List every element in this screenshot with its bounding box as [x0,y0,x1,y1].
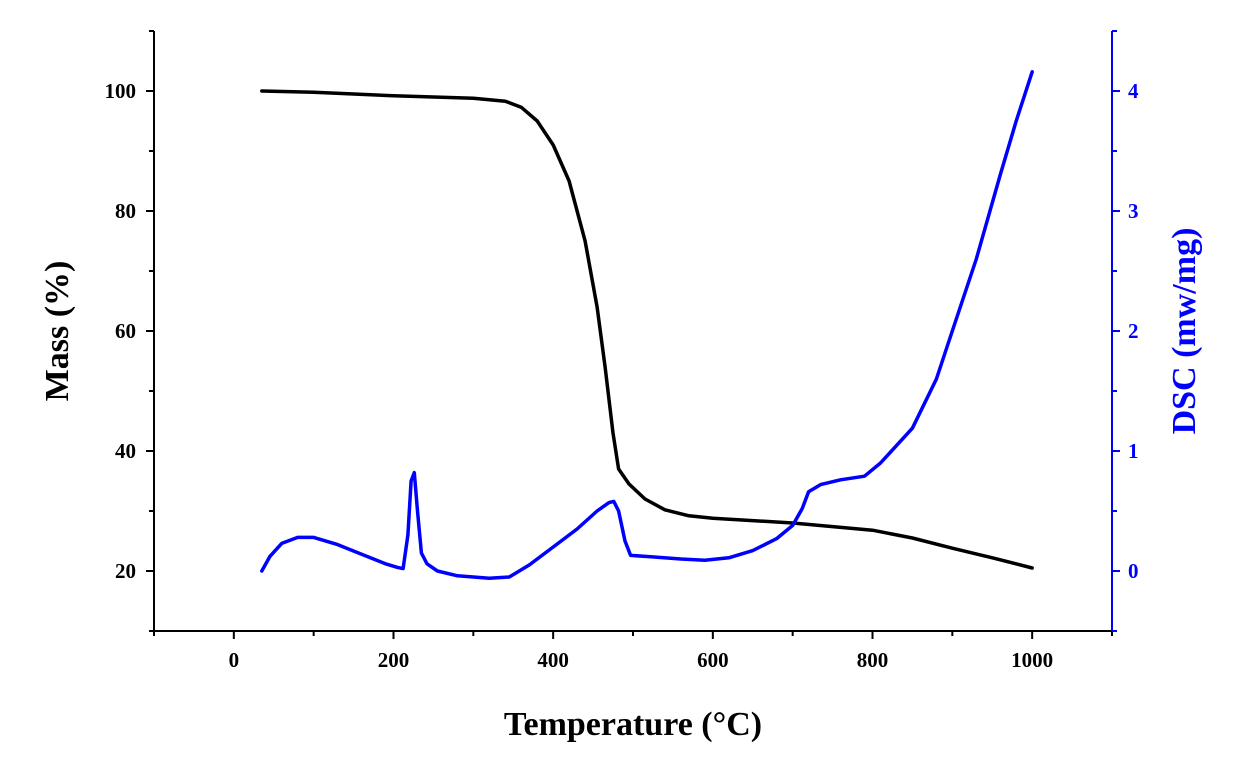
y-left-tick-label: 100 [105,79,137,103]
y-right-tick-label: 3 [1128,199,1139,223]
x-tick-label: 200 [378,648,410,672]
series-layer [260,70,1034,580]
y-left-tick-label: 20 [115,559,136,583]
y-left-tick-label: 60 [115,319,136,343]
x-tick-label: 0 [229,648,240,672]
y-right-axis-label: DSC (mw/mg) [1166,228,1203,435]
x-tick-label: 600 [697,648,729,672]
series-dsc-line [260,70,1034,580]
x-axis-label: Temperature (°C) [504,706,762,743]
y-right-tick-label: 4 [1128,79,1139,103]
y-left-axis-label: Mass (%) [39,261,76,402]
y-right-tick-label: 1 [1128,439,1139,463]
y-left-tick-label: 80 [115,199,136,223]
x-tick-label: 800 [857,648,889,672]
series-mass-line [260,89,1034,570]
y-left-tick-label: 40 [115,439,136,463]
x-tick-label: 400 [537,648,569,672]
y-right-tick-label: 0 [1128,559,1139,583]
y-right-tick-label: 2 [1128,319,1139,343]
x-tick-label: 1000 [1011,648,1053,672]
